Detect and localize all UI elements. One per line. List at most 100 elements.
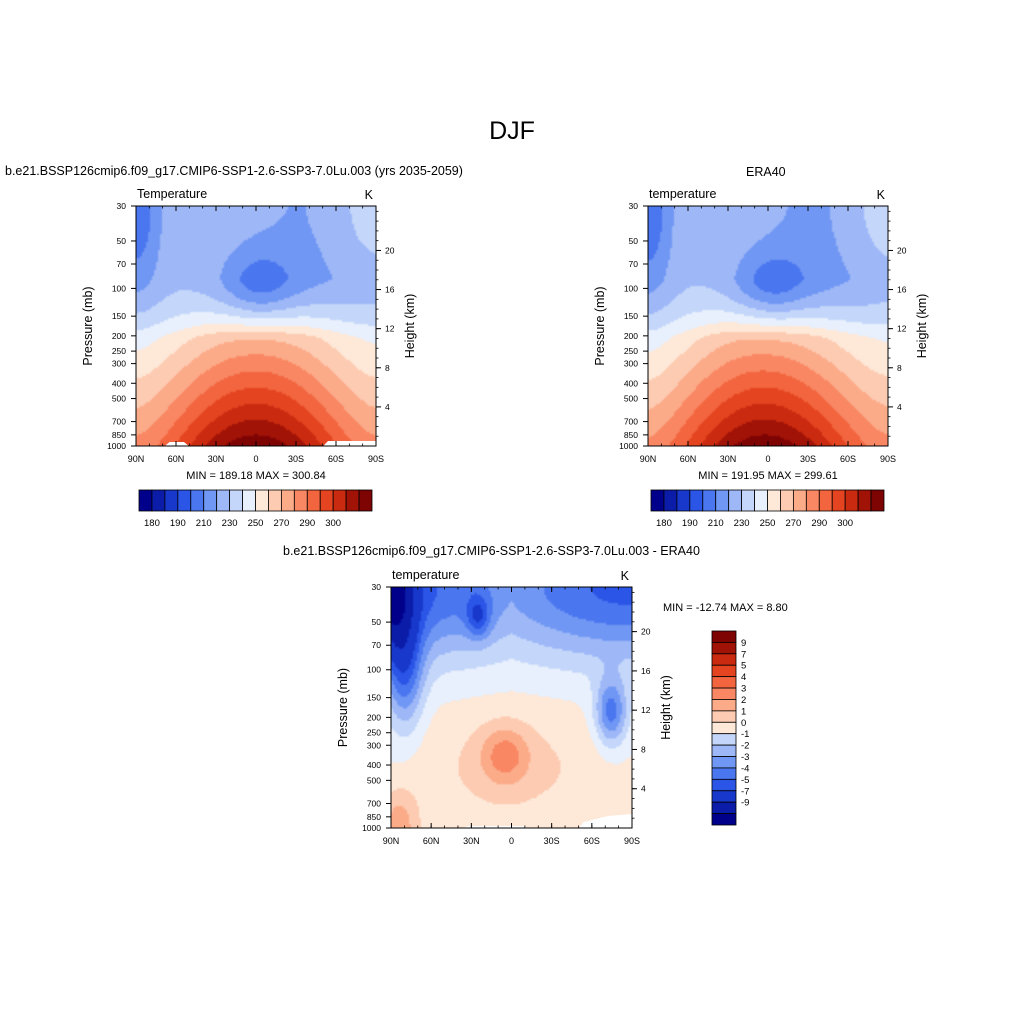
x-tick-label: 90S bbox=[624, 836, 640, 846]
colorbar-label: -2 bbox=[741, 741, 749, 752]
colorbar-swatch bbox=[711, 630, 737, 643]
colorbar-swatch bbox=[818, 489, 833, 512]
y-tick-label: 400 bbox=[367, 760, 381, 770]
y2-tick-label: 4 bbox=[897, 402, 902, 412]
x-tick-label: 30N bbox=[720, 454, 737, 464]
colorbar-label: -3 bbox=[741, 752, 749, 763]
y-tick-label: 400 bbox=[112, 378, 126, 388]
y-tick-label: 30 bbox=[372, 582, 382, 592]
y-tick-label: 850 bbox=[112, 430, 126, 440]
contour-field bbox=[136, 206, 376, 446]
colorbar-label: 300 bbox=[837, 518, 853, 529]
y2-tick-label: 20 bbox=[641, 627, 651, 637]
colorbar-label: 180 bbox=[656, 518, 672, 529]
colorbar-swatch bbox=[711, 813, 737, 826]
x-tick-label: 60N bbox=[423, 836, 440, 846]
y-tick-label: 300 bbox=[367, 740, 381, 750]
x-tick-label: 30S bbox=[800, 454, 816, 464]
colorbar-swatch bbox=[358, 489, 373, 512]
colorbar-label: -1 bbox=[741, 729, 749, 740]
colorbar-swatch bbox=[650, 489, 665, 512]
x-tick-label: 30S bbox=[544, 836, 560, 846]
colorbar-swatch bbox=[280, 489, 295, 512]
y-tick-label: 1000 bbox=[107, 441, 126, 451]
colorbar-label: -5 bbox=[741, 775, 749, 786]
colorbar-label: 250 bbox=[248, 518, 264, 529]
y-tick-label: 200 bbox=[112, 331, 126, 341]
colorbar-swatch bbox=[711, 676, 737, 689]
panel-title-model: b.e21.BSSP126cmip6.f09_g17.CMIP6-SSP1-2.… bbox=[5, 164, 463, 178]
y-tick-label: 500 bbox=[624, 394, 638, 404]
x-tick-label: 30S bbox=[288, 454, 304, 464]
colorbar-swatch bbox=[728, 489, 743, 512]
y2-tick-label: 12 bbox=[385, 324, 395, 334]
colorbar-swatch bbox=[663, 489, 678, 512]
y2-tick-label: 12 bbox=[641, 705, 651, 715]
colorbar-label: 2 bbox=[741, 695, 746, 706]
y-tick-label: 250 bbox=[624, 346, 638, 356]
y-tick-label: 400 bbox=[624, 378, 638, 388]
colorbar-swatch bbox=[702, 489, 717, 512]
y2-tick-label: 8 bbox=[897, 363, 902, 373]
colorbar-label: 210 bbox=[708, 518, 724, 529]
colorbar-swatch bbox=[711, 801, 737, 814]
y2-tick-label: 12 bbox=[897, 324, 907, 334]
x-tick-label: 90S bbox=[880, 454, 896, 464]
y2-tick-label: 16 bbox=[385, 285, 395, 295]
colorbar-label: 270 bbox=[273, 518, 289, 529]
page-title: DJF bbox=[489, 117, 535, 145]
colorbar-swatch bbox=[767, 489, 781, 512]
y-tick-label: 200 bbox=[624, 331, 638, 341]
colorbar-swatch bbox=[345, 489, 360, 512]
orography-mask bbox=[391, 814, 632, 828]
y-tick-label: 100 bbox=[624, 283, 638, 293]
y2-tick-label: 16 bbox=[641, 666, 651, 676]
colorbar-swatch bbox=[293, 489, 308, 512]
field-label: temperature bbox=[649, 187, 716, 201]
x-tick-label: 30N bbox=[463, 836, 480, 846]
colorbar-label: 1 bbox=[741, 706, 746, 717]
y-tick-label: 50 bbox=[117, 236, 127, 246]
colorbar-swatch bbox=[831, 489, 846, 512]
colorbar-swatch bbox=[711, 699, 737, 712]
y2-axis-title: Height (km) bbox=[915, 294, 929, 359]
colorbar-label: 9 bbox=[741, 638, 746, 649]
y-tick-label: 1000 bbox=[362, 823, 381, 833]
y-tick-label: 850 bbox=[624, 430, 638, 440]
y-tick-label: 700 bbox=[624, 417, 638, 427]
x-tick-label: 90N bbox=[640, 454, 657, 464]
field-label: Temperature bbox=[137, 187, 207, 201]
colorbar-swatch bbox=[177, 489, 192, 512]
colorbar-swatch bbox=[216, 489, 231, 512]
colorbar-swatch bbox=[711, 767, 737, 780]
colorbar-swatch bbox=[711, 642, 737, 655]
colorbar-label: 290 bbox=[299, 518, 315, 529]
panel-0: Temperature K 90N 60N 30N 0 30S 60S 90S 30 50 70 100… bbox=[81, 187, 417, 464]
colorbar-label: 7 bbox=[741, 649, 746, 660]
units-label: K bbox=[365, 188, 374, 202]
colorbar-swatch bbox=[229, 489, 243, 512]
colorbar-swatch bbox=[711, 653, 737, 666]
y-tick-label: 250 bbox=[112, 346, 126, 356]
panel-title-obs: ERA40 bbox=[746, 165, 786, 179]
y-tick-label: 150 bbox=[112, 311, 126, 321]
colorbar-swatch bbox=[689, 489, 704, 512]
y-tick-label: 500 bbox=[367, 775, 381, 785]
y-tick-label: 250 bbox=[367, 728, 381, 738]
contour-field bbox=[648, 206, 888, 446]
x-tick-label: 60N bbox=[680, 454, 697, 464]
minmax-text-obs: MIN = 191.95 MAX = 299.61 bbox=[698, 470, 837, 482]
colorbar-swatch bbox=[711, 721, 737, 735]
y-tick-label: 200 bbox=[367, 712, 381, 722]
colorbar-swatch bbox=[844, 489, 859, 512]
x-tick-label: 60N bbox=[168, 454, 185, 464]
colorbar-swatch bbox=[138, 489, 153, 512]
contour-field bbox=[391, 587, 632, 828]
colorbar-label: 250 bbox=[760, 518, 776, 529]
colorbar-label: 3 bbox=[741, 684, 746, 695]
colorbar-swatch bbox=[754, 489, 768, 512]
colorbar-swatch bbox=[711, 790, 737, 803]
